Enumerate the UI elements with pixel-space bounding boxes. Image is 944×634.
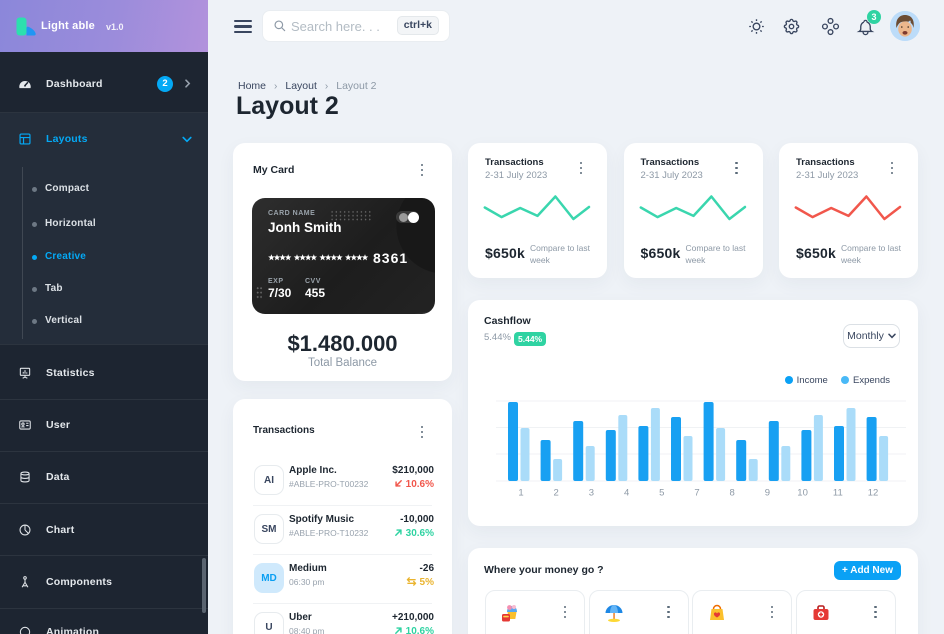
- svg-text:4: 4: [624, 488, 629, 499]
- svg-text:8: 8: [730, 488, 735, 499]
- svg-text:7: 7: [694, 488, 699, 499]
- svg-text:11: 11: [833, 488, 843, 499]
- svg-text:12: 12: [868, 488, 879, 499]
- svg-text:5: 5: [659, 488, 664, 499]
- svg-text:9: 9: [765, 488, 770, 499]
- svg-text:1: 1: [518, 488, 523, 499]
- svg-text:10: 10: [797, 488, 808, 499]
- svg-text:2: 2: [554, 488, 559, 499]
- svg-text:3: 3: [589, 488, 594, 499]
